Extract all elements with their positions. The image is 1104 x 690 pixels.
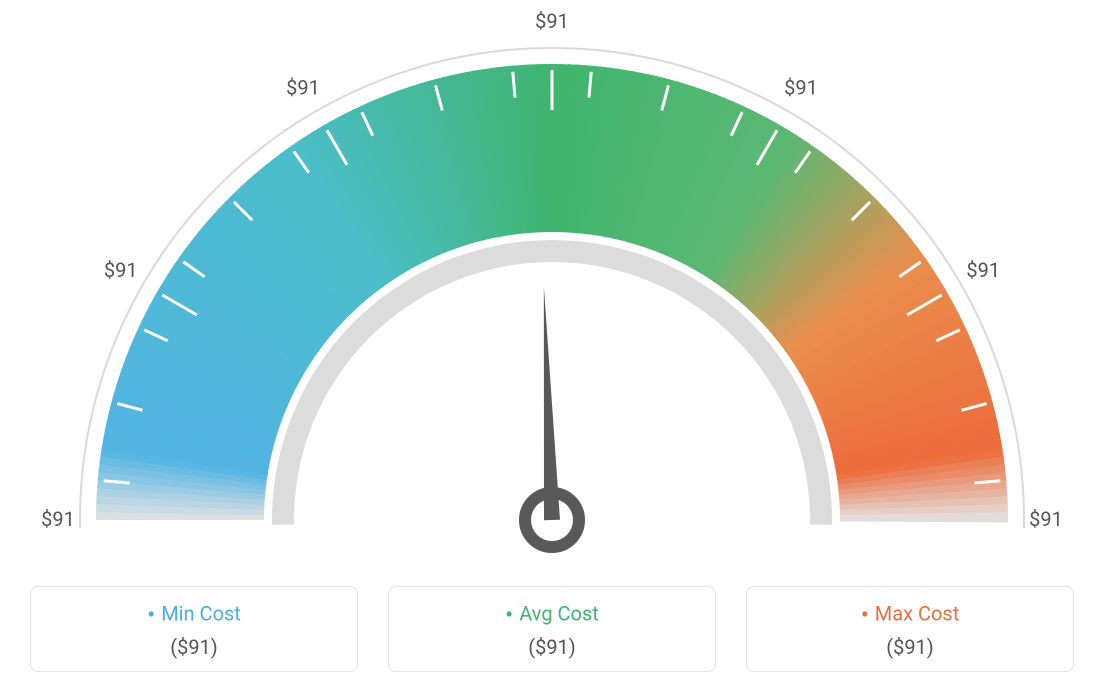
legend-card-max: Max Cost ($91) [746, 586, 1074, 672]
gauge-tick-label: $91 [966, 258, 1000, 282]
legend-value-avg: ($91) [399, 635, 705, 659]
cost-gauge-widget: $91 $91 $91 $91 $91 $91 $91 Min Cost ($91) Avg… [0, 0, 1104, 690]
legend-label-max: Max Cost [757, 601, 1063, 629]
legend-value-min: ($91) [41, 635, 347, 659]
gauge-tick-label: $91 [1029, 507, 1063, 531]
legend-label-min: Min Cost [41, 601, 347, 629]
legend-card-avg: Avg Cost ($91) [388, 586, 716, 672]
gauge-tick-label: $91 [104, 258, 138, 282]
legend-row: Min Cost ($91) Avg Cost ($91) Max Cost (… [0, 586, 1104, 672]
gauge-tick-label: $91 [286, 76, 320, 100]
gauge-chart: $91 $91 $91 $91 $91 $91 $91 [0, 0, 1104, 570]
legend-label-avg: Avg Cost [399, 601, 705, 629]
legend-card-min: Min Cost ($91) [30, 586, 358, 672]
gauge-tick-label: $91 [535, 9, 569, 33]
legend-value-max: ($91) [757, 635, 1063, 659]
gauge-tick-label: $91 [41, 507, 75, 531]
gauge-tick-label: $91 [784, 76, 818, 100]
